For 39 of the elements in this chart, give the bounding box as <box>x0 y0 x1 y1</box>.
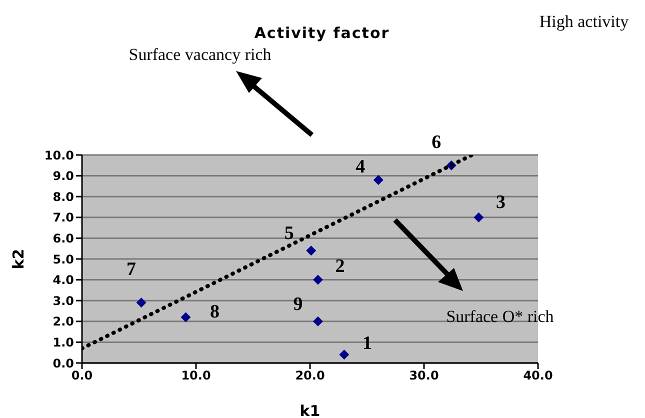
annotation: Surface O* rich <box>446 307 554 326</box>
x-tick-label: 40.0 <box>523 368 553 383</box>
annotation: 6 <box>432 132 442 153</box>
y-tick-label: 4.0 <box>52 273 74 288</box>
point <box>306 246 316 256</box>
y-axis-title: k2 <box>9 248 28 270</box>
annotation: 7 <box>126 259 137 280</box>
point <box>373 174 384 185</box>
y-tick-label: 9.0 <box>52 169 74 184</box>
y-tick-label: 10.0 <box>44 148 74 162</box>
point <box>136 298 146 308</box>
point <box>312 274 323 285</box>
x-axis-title: k1 <box>300 402 320 418</box>
y-tick-label: 5.0 <box>52 252 74 266</box>
annotation: 1 <box>362 333 372 354</box>
annotation: 3 <box>496 192 506 213</box>
annotation: 4 <box>356 156 366 178</box>
point <box>474 212 484 222</box>
point <box>180 312 191 322</box>
text: Surface vacancy rich <box>128 45 272 64</box>
y-tick-label: 6.0 <box>52 231 74 246</box>
annotation: 5 <box>284 223 294 244</box>
x-tick-label: 10.0 <box>181 368 211 383</box>
y-tick-label: 2.0 <box>52 314 74 329</box>
annotation: 9 <box>293 294 303 315</box>
chart-title: Activity factor <box>254 24 390 42</box>
y-tick-label: 0.0 <box>52 356 74 370</box>
x-tick-label: 30.0 <box>409 368 439 383</box>
y-tick-label: 3.0 <box>52 294 74 308</box>
point <box>312 316 323 326</box>
annotation: 8 <box>210 302 220 323</box>
x-tick-label: 0.0 <box>71 368 93 383</box>
y-tick-label: 8.0 <box>52 190 74 204</box>
annotation: 2 <box>335 256 345 278</box>
y-tick-label: 1.0 <box>52 335 74 350</box>
text: High activity <box>539 12 630 31</box>
point <box>339 350 350 360</box>
y-tick-label: 7.0 <box>52 210 74 225</box>
x-tick-label: 20.0 <box>295 368 325 383</box>
